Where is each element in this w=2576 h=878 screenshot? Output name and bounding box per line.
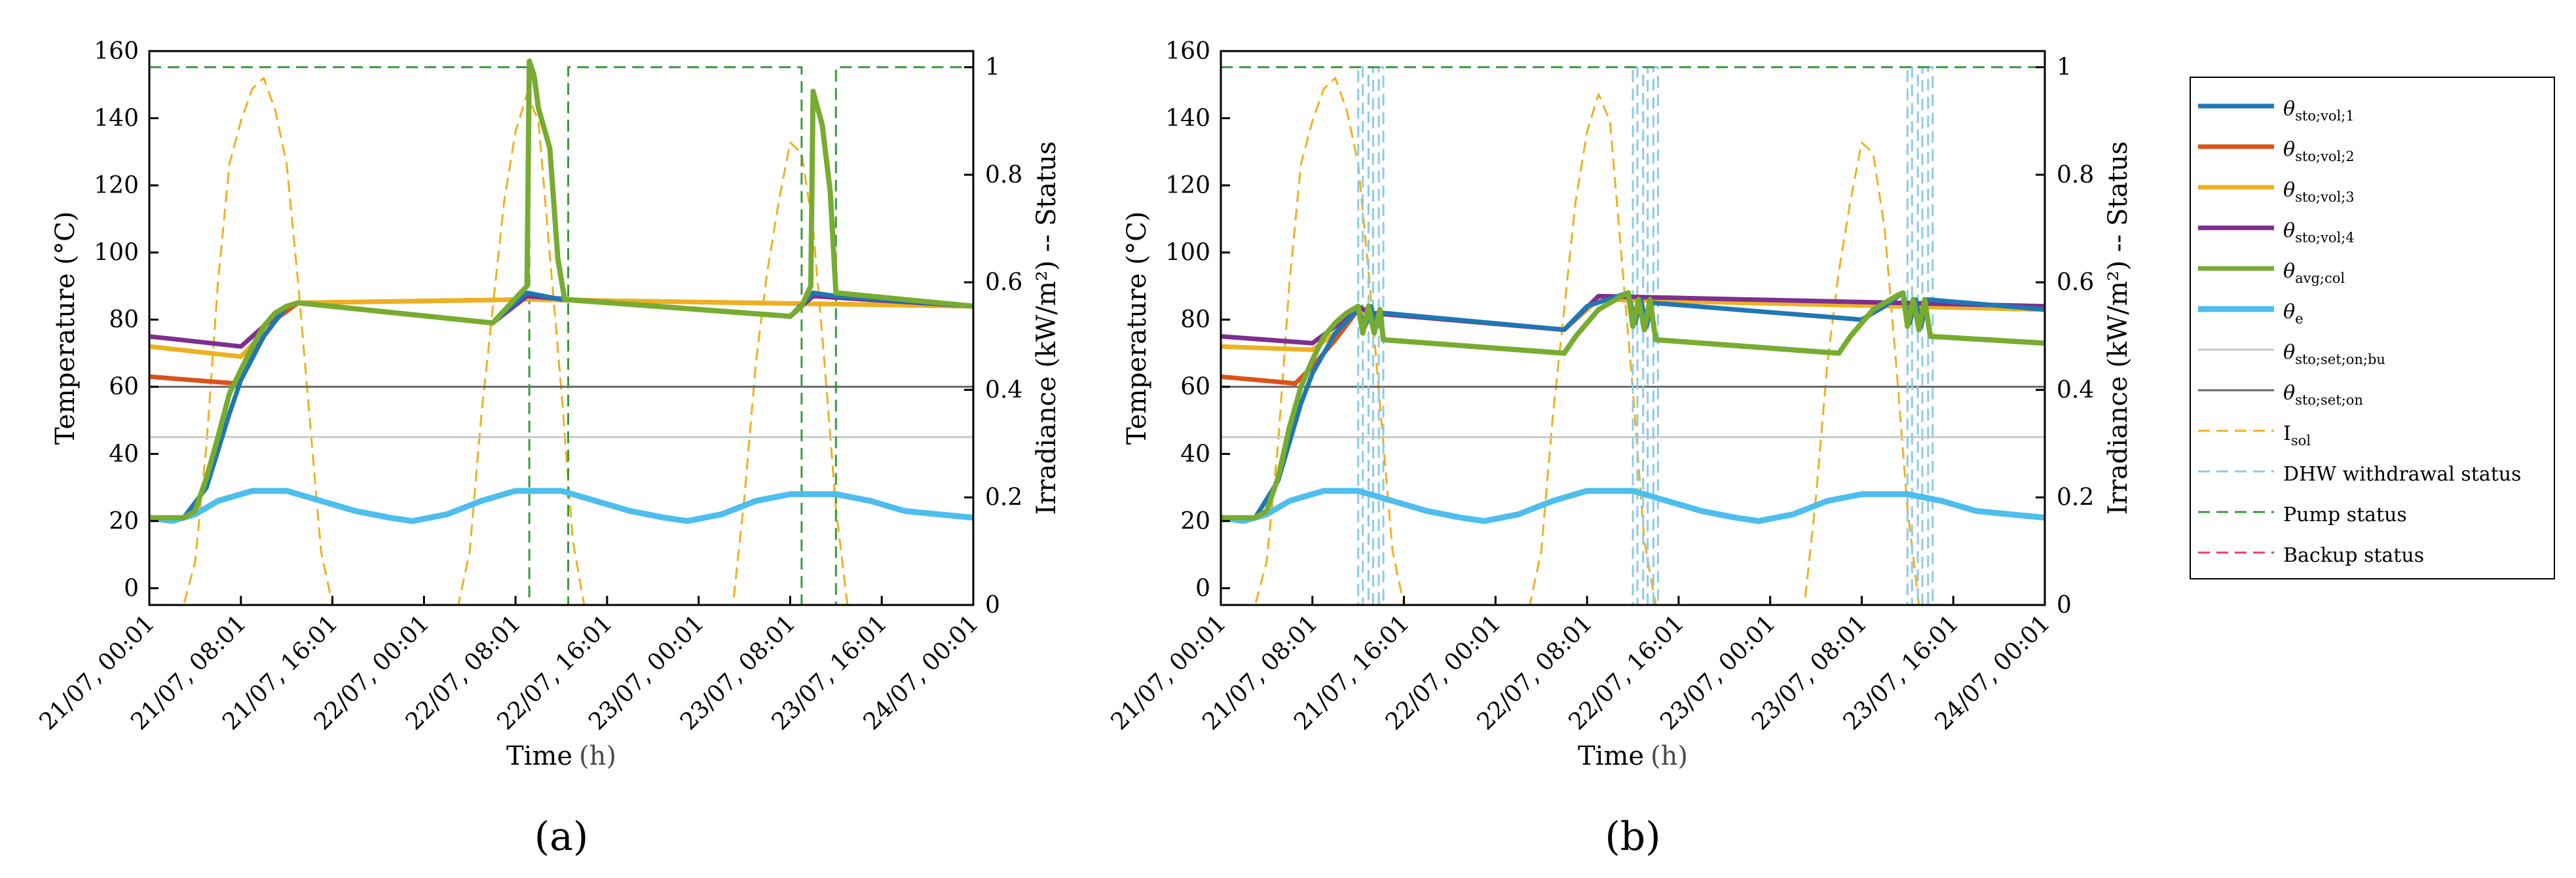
x-axis-label: Time (h) — [1578, 741, 1688, 771]
y-left-tick-label: 20 — [109, 508, 139, 535]
x-axis-label-main: Time — [1578, 741, 1644, 771]
series-line-pump-status — [149, 66, 973, 605]
legend-label: θe — [2283, 301, 2304, 327]
y-axis-left-ticks: 0 20 40 60 80 100 120 140 160 — [1165, 38, 1230, 602]
plot-frame — [1220, 50, 2046, 606]
legend-item: Pump status — [2198, 503, 2407, 526]
y-left-tick-label: 0 — [124, 575, 139, 602]
y-right-tick-label: 1 — [2057, 54, 2072, 81]
legend-label: θsto;vol;1 — [2283, 98, 2355, 124]
legend-item: θsto;vol;1 — [2198, 98, 2355, 124]
series-line-theta-avg-col — [1221, 290, 2045, 521]
y-axis-right-label: Irradiance (kW/m²) -- Status — [2103, 141, 2133, 515]
y-right-tick-label: 0.6 — [985, 269, 1022, 296]
series-line-theta-avg-col — [149, 58, 973, 521]
legend-item: θsto;vol;4 — [2198, 219, 2355, 246]
legend-item: θsto;vol;2 — [2198, 138, 2355, 164]
series-line-i-sol — [1221, 77, 2045, 605]
y-left-tick-label: 60 — [109, 374, 139, 401]
y-left-tick-label: 80 — [1180, 306, 1210, 333]
y-right-tick-label: 0.4 — [2057, 376, 2094, 403]
legend-item: θsto;set;on — [2198, 382, 2363, 408]
legend-item: Isol — [2198, 422, 2311, 448]
legend-item: θsto;set;on;bu — [2198, 341, 2385, 367]
legend-box — [2190, 77, 2555, 579]
y-axis-left-label: Temperature (°C) — [50, 211, 81, 445]
y-axis-left-label: Temperature (°C) — [1122, 211, 1152, 445]
legend-label: θsto;vol;4 — [2283, 219, 2355, 246]
legend-label: Isol — [2283, 422, 2311, 448]
legend-item: θe — [2198, 301, 2304, 327]
y-right-tick-label: 0.2 — [2057, 485, 2094, 511]
y-left-tick-label: 80 — [109, 306, 139, 333]
legend-label: θsto;vol;2 — [2283, 138, 2355, 164]
y-left-tick-label: 160 — [1165, 38, 1210, 65]
y-left-tick-label: 120 — [1165, 172, 1210, 199]
y-right-tick-label: 0 — [2057, 592, 2072, 619]
legend: θsto;vol;1 θsto;vol;2 θsto;vol;3 θsto;vol;4… — [2190, 77, 2555, 579]
series-line-i-sol — [149, 77, 973, 605]
y-right-tick-label: 1 — [985, 54, 1000, 81]
y-left-tick-label: 100 — [94, 240, 139, 266]
y-left-tick-label: 160 — [94, 38, 139, 65]
x-axis-label-unit: (h) — [579, 741, 616, 771]
legend-label: θsto;set;on — [2283, 382, 2363, 408]
panel-label: (b) — [1605, 814, 1660, 860]
x-axis-label-unit: (h) — [1651, 741, 1688, 771]
y-right-tick-label: 0.2 — [985, 485, 1022, 511]
y-right-tick-label: 0.8 — [2057, 162, 2094, 189]
x-axis-label-main: Time — [506, 741, 572, 771]
y-right-tick-label: 0.8 — [985, 162, 1022, 189]
x-axis-label: Time (h) — [506, 741, 616, 771]
y-right-tick-label: 0.4 — [985, 376, 1022, 403]
legend-label: Pump status — [2283, 503, 2407, 526]
y-left-tick-label: 140 — [94, 105, 139, 132]
legend-item: DHW withdrawal status — [2198, 463, 2521, 486]
panel-label: (a) — [534, 814, 589, 860]
y-left-tick-label: 20 — [1180, 508, 1210, 535]
legend-item: θsto;vol;3 — [2198, 179, 2355, 205]
series-layer — [1221, 66, 2045, 605]
legend-item: Backup status — [2198, 544, 2424, 567]
legend-items: θsto;vol;1 θsto;vol;2 θsto;vol;3 θsto;vol;4… — [2198, 98, 2521, 567]
series-layer — [149, 58, 973, 605]
y-left-tick-label: 120 — [94, 172, 139, 199]
legend-label: DHW withdrawal status — [2283, 463, 2521, 486]
series-line-theta-e — [149, 488, 973, 524]
y-left-tick-label: 100 — [1165, 240, 1210, 266]
y-left-tick-label: 40 — [109, 441, 139, 467]
y-axis-right-ticks: 0 0.2 0.4 0.6 0.8 1 — [964, 54, 1022, 619]
series-line-theta-sto-vol-4 — [1221, 293, 2045, 346]
legend-item: θavg;col — [2198, 260, 2345, 286]
series-line-theta-e — [1221, 488, 2045, 524]
plot-frame — [148, 50, 975, 606]
y-left-tick-label: 60 — [1180, 374, 1210, 401]
y-left-tick-label: 0 — [1195, 575, 1210, 602]
legend-label: θavg;col — [2283, 260, 2345, 286]
legend-label: θsto;set;on;bu — [2283, 341, 2385, 367]
legend-label: θsto;vol;3 — [2283, 179, 2355, 205]
y-axis-right-ticks: 0 0.2 0.4 0.6 0.8 1 — [2036, 54, 2094, 619]
y-right-tick-label: 0 — [985, 592, 1000, 619]
y-axis-right-label: Irradiance (kW/m²) -- Status — [1032, 141, 1062, 515]
y-left-tick-label: 40 — [1180, 441, 1210, 467]
y-axis-left-ticks: 0 20 40 60 80 100 120 140 160 — [94, 38, 159, 602]
legend-label: Backup status — [2283, 544, 2424, 567]
y-right-tick-label: 0.6 — [2057, 269, 2094, 296]
y-left-tick-label: 140 — [1165, 105, 1210, 132]
